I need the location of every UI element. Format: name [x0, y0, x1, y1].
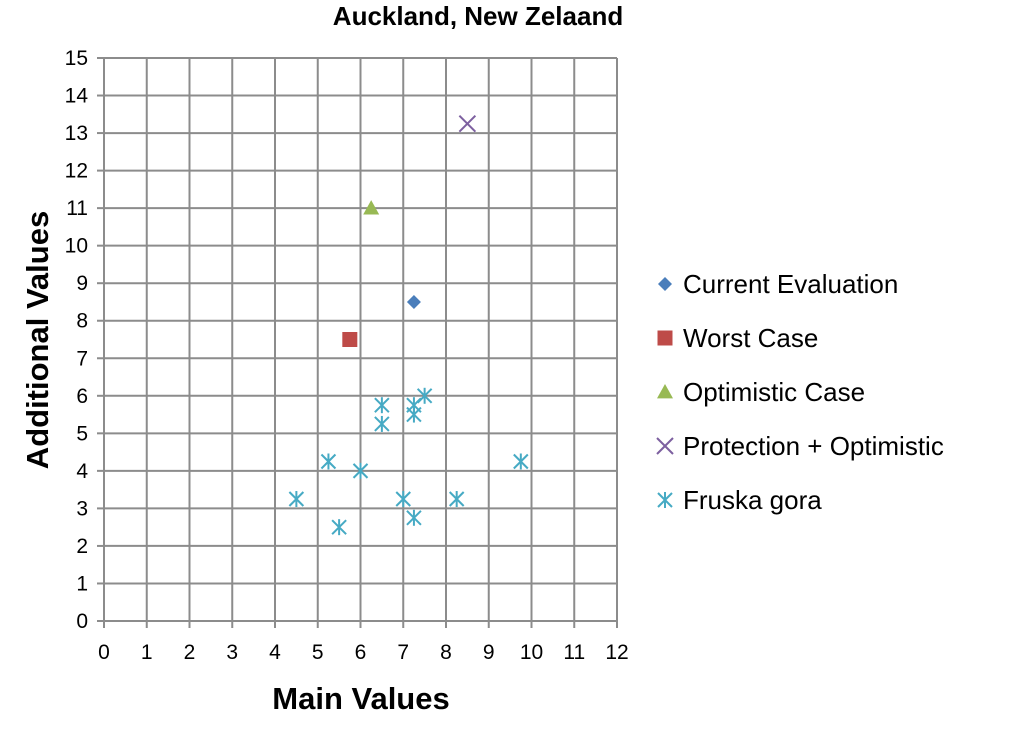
data-point	[352, 462, 369, 479]
data-point	[331, 519, 347, 536]
y-tick-label: 7	[76, 347, 88, 370]
x-tick-label: 3	[226, 641, 238, 664]
data-point	[374, 397, 390, 414]
data-point	[406, 294, 421, 309]
x-tick-label: 8	[440, 641, 452, 664]
y-tick-label: 15	[65, 47, 88, 70]
chart-title: Auckland, New Zelaand	[333, 1, 623, 31]
x-tick-label: 11	[563, 641, 585, 664]
legend-label: Current Evaluation	[683, 269, 898, 299]
y-tick-label: 0	[76, 610, 88, 633]
y-tick-label: 13	[65, 122, 88, 145]
x-tick-label: 0	[98, 641, 110, 664]
x-axis-title: Main Values	[272, 681, 449, 716]
y-tick-label: 10	[65, 235, 88, 258]
legend-item: Optimistic Case	[657, 377, 865, 407]
y-tick-label: 6	[76, 385, 88, 408]
legend-marker	[657, 492, 673, 508]
data-points	[288, 114, 529, 536]
x-tick-label: 6	[355, 641, 367, 664]
gridlines	[104, 57, 618, 621]
x-tick-label: 7	[397, 641, 409, 664]
legend-label: Worst Case	[683, 323, 818, 353]
y-tick-label: 1	[76, 572, 88, 595]
x-tick-label: 4	[269, 641, 281, 664]
legend-label: Optimistic Case	[683, 377, 865, 407]
x-tick-label: 10	[520, 641, 543, 664]
legend: Current Evaluation Worst Case Optimistic C…	[656, 269, 944, 515]
y-axis-title: Additional Values	[20, 211, 55, 469]
y-tick-label: 11	[66, 197, 88, 220]
axes	[97, 57, 618, 628]
legend-marker	[657, 384, 673, 399]
y-tick-label: 4	[76, 460, 88, 483]
data-point	[320, 453, 337, 470]
data-point	[448, 491, 465, 508]
data-point	[288, 491, 305, 508]
y-tick-label: 14	[65, 85, 89, 108]
x-tick-label: 5	[312, 641, 324, 664]
y-tick-label: 8	[76, 310, 88, 333]
x-tick-label: 12	[605, 641, 628, 664]
x-tick-label: 1	[141, 641, 153, 664]
legend-item: Protection + Optimistic	[656, 431, 944, 461]
data-point	[406, 509, 422, 526]
x-tick-label: 9	[483, 641, 495, 664]
data-point	[342, 332, 358, 347]
data-point	[374, 415, 390, 432]
x-tick-labels: 0 1 2 3 4 5 6 7 8 9 10 11 12	[98, 641, 629, 664]
data-point	[395, 491, 411, 508]
legend-marker	[658, 277, 672, 291]
x-tick-label: 2	[184, 641, 196, 664]
legend-label: Protection + Optimistic	[683, 431, 944, 461]
legend-item: Worst Case	[657, 323, 818, 353]
legend-label: Fruska gora	[683, 485, 822, 515]
legend-marker	[657, 330, 673, 346]
data-point	[513, 453, 529, 470]
data-point	[406, 397, 422, 414]
y-tick-label: 2	[76, 535, 88, 558]
data-point	[416, 387, 433, 404]
legend-item: Fruska gora	[657, 485, 822, 515]
y-tick-label: 12	[65, 160, 88, 183]
legend-item: Current Evaluation	[658, 269, 898, 299]
y-tick-label: 9	[76, 272, 88, 295]
legend-marker	[656, 437, 674, 455]
data-point	[363, 200, 380, 215]
data-point	[458, 114, 477, 133]
y-tick-label: 5	[76, 422, 88, 445]
y-tick-label: 3	[76, 497, 88, 520]
